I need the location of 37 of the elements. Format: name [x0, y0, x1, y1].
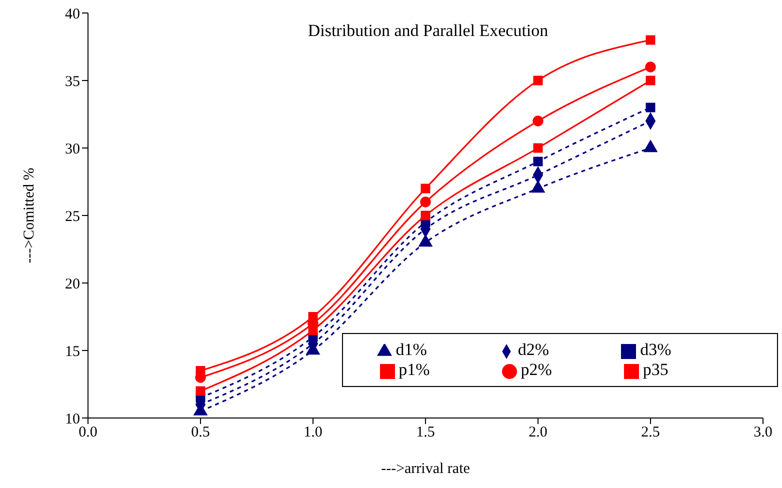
x-tick-label: 2.5: [641, 424, 660, 441]
x-tick-label: 1.5: [416, 424, 435, 441]
point: [645, 62, 656, 72]
y-tick-label: 20: [65, 276, 80, 292]
point: [196, 366, 206, 376]
point: [420, 210, 430, 220]
y-tick-label: 25: [65, 208, 80, 225]
point: [308, 312, 318, 322]
legend-label: p2%: [520, 360, 553, 380]
point: [646, 102, 656, 112]
x-tick-label: 0.0: [78, 424, 98, 441]
y-tick-label: 35: [65, 74, 80, 90]
legend-label: d1%: [396, 340, 428, 360]
point: [646, 76, 656, 86]
legend-label: d2%: [518, 340, 550, 360]
legend-label: p1%: [398, 360, 431, 380]
point: [533, 143, 543, 153]
point: [646, 35, 656, 45]
point: [533, 156, 543, 166]
point: [420, 184, 430, 194]
text: Distribution and Parallel Execution: [308, 21, 549, 40]
legend-label: d3%: [640, 340, 672, 360]
x-tick-label: 2.0: [528, 424, 548, 441]
y-tick-label: 30: [65, 141, 80, 158]
y-axis-title: --->Comitted %: [21, 168, 38, 264]
x-tick-label: 1.0: [304, 424, 322, 441]
legend-label: p35: [642, 360, 670, 380]
point: [420, 196, 431, 208]
point: [533, 76, 543, 86]
y-tick-label: 15: [65, 344, 80, 360]
point: [196, 386, 206, 396]
y-tick-label: 40: [65, 6, 80, 22]
x-tick-label: 3.0: [754, 424, 772, 441]
y-tick-label: 10: [65, 411, 80, 428]
x-axis-title: --->arrival rate: [381, 461, 470, 477]
x-tick-label: 0.5: [191, 424, 210, 441]
point: [532, 116, 544, 126]
